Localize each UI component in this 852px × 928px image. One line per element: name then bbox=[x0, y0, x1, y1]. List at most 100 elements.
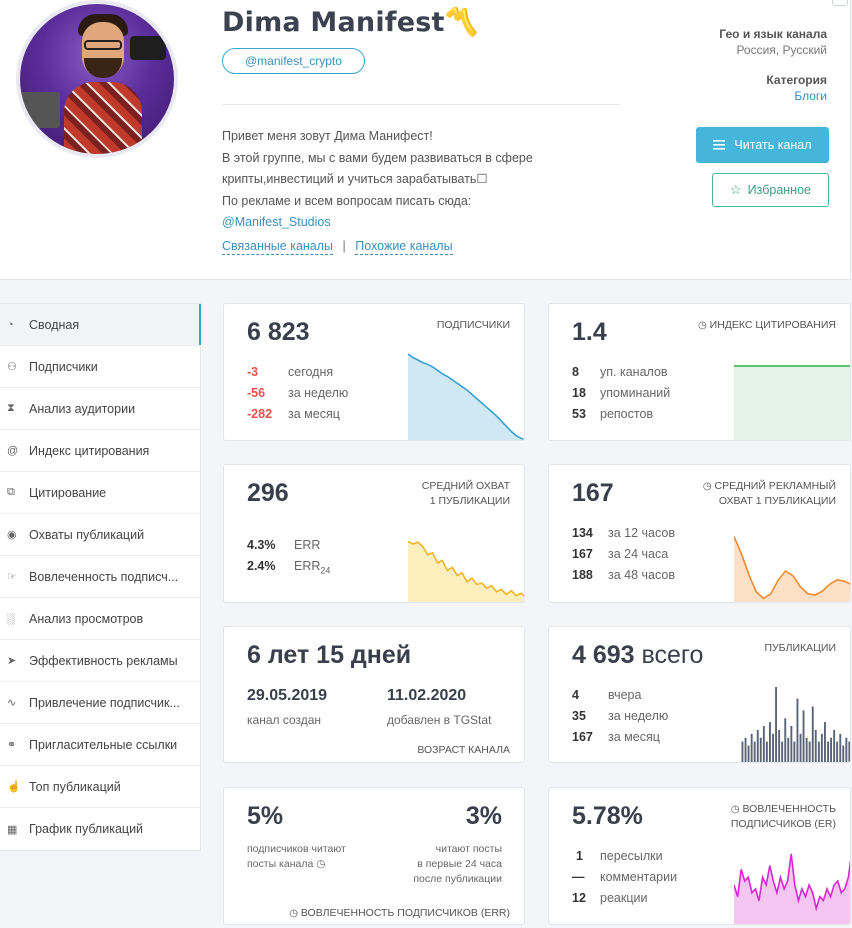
err24-value: 2.4% bbox=[247, 559, 276, 573]
added-date: 11.02.2020 bbox=[387, 687, 467, 704]
sidebar-item[interactable]: @ Индекс цитирования bbox=[0, 430, 200, 472]
stat-label: за месяц bbox=[288, 407, 340, 421]
channel-meta: Гео и язык канала Россия, Русский Катего… bbox=[719, 26, 827, 104]
sidebar-item-label: Привлечение подписчик... bbox=[29, 695, 180, 710]
err-right-label-line: после публикации bbox=[413, 873, 502, 885]
reach-title: СРЕДНИЙ ОХВАТ 1 ПУБЛИКАЦИИ bbox=[422, 479, 510, 509]
trend-icon: ∿ bbox=[7, 697, 17, 709]
posts-bar bbox=[796, 698, 799, 762]
posts-total-suffix: всего bbox=[641, 641, 704, 669]
posts-bar bbox=[747, 745, 750, 762]
sparkline-area bbox=[734, 853, 850, 924]
sidebar-item[interactable]: ☞ Вовлеченность подписч... bbox=[0, 556, 200, 598]
posts-bar bbox=[824, 722, 826, 762]
stat-label: реакции bbox=[600, 891, 648, 905]
description-contact-link[interactable]: @Manifest_Studios bbox=[222, 215, 331, 229]
sidebar-item[interactable]: ▦ График публикаций bbox=[0, 808, 200, 850]
category-value-link[interactable]: Блоги bbox=[794, 89, 827, 103]
err24-row: 2.4% ERR24 bbox=[247, 556, 330, 582]
description-line: По рекламе и всем вопросам писать сюда: bbox=[222, 193, 472, 208]
sidebar-item[interactable]: ⧗ Анализ аудитории bbox=[0, 388, 200, 430]
posts-bar bbox=[802, 710, 805, 762]
engagement-card[interactable]: 5.78% ◷ ВОВЛЕЧЕННОСТЬ ПОДПИСЧИКОВ (ER) 1… bbox=[548, 787, 851, 925]
stat-value: 35 bbox=[572, 709, 586, 723]
stat-value: 4 bbox=[572, 688, 579, 702]
stat-row: 53 репостов bbox=[572, 404, 670, 425]
sidebar-item[interactable]: ∿ Привлечение подписчик... bbox=[0, 682, 200, 724]
stat-label: за 24 часа bbox=[608, 547, 669, 561]
favorite-button[interactable]: ☆ Избранное bbox=[712, 173, 829, 207]
star-icon: ☆ bbox=[729, 182, 742, 197]
sidebar-item[interactable]: ⧉ Цитирование bbox=[0, 472, 200, 514]
sidebar-item[interactable]: ◉ Охваты публикаций bbox=[0, 514, 200, 556]
sidebar-item[interactable]: ░ Анализ просмотров bbox=[0, 598, 200, 640]
stat-row: 167 за месяц bbox=[572, 727, 668, 748]
sidebar-item[interactable]: ➤ Эффективность рекламы bbox=[0, 640, 200, 682]
info-icon: ◷ bbox=[730, 804, 740, 815]
stat-label: за 12 часов bbox=[608, 526, 675, 540]
info-icon: ◷ bbox=[702, 481, 712, 492]
channel-age-value: 6 лет 15 дней bbox=[247, 641, 412, 669]
engagement-title-text: ВОВЛЕЧЕННОСТЬ bbox=[742, 803, 836, 815]
stat-value: 1 bbox=[576, 849, 583, 863]
stat-row: 188 за 48 часов bbox=[572, 565, 675, 586]
copy-icon: ⧉ bbox=[7, 486, 15, 498]
ad-reach-title-text: СРЕДНИЙ РЕКЛАМНЫЙ bbox=[714, 480, 836, 492]
ad-reach-sparkline bbox=[734, 536, 850, 602]
posts-bar bbox=[781, 741, 784, 762]
stat-row: -282 за месяц bbox=[247, 404, 348, 425]
posts-bar bbox=[799, 733, 802, 762]
posts-bar bbox=[830, 737, 832, 762]
engagement-title-line: ◷ ВОВЛЕЧЕННОСТЬ bbox=[731, 802, 836, 817]
read-channel-button[interactable]: Читать канал bbox=[696, 127, 829, 163]
sidebar-item-label: Топ публикаций bbox=[29, 779, 121, 794]
stat-value: 12 bbox=[572, 891, 586, 905]
citation-index-card[interactable]: 1.4 ◷ ИНДЕКС ЦИТИРОВАНИЯ 8 уп. каналов 18… bbox=[548, 303, 851, 441]
posts-card[interactable]: 4 693 всего ПУБЛИКАЦИИ 4 вчера 35 за недел… bbox=[548, 626, 851, 763]
read-channel-label: Читать канал bbox=[734, 138, 812, 152]
avatar-shirt bbox=[64, 82, 142, 154]
sidebar-item[interactable]: ◔ Сводная bbox=[0, 304, 201, 346]
subscribers-card[interactable]: 6 823 ПОДПИСЧИКИ -3 сегодня -56 за неделю … bbox=[223, 303, 525, 441]
info-icon[interactable]: ◷ bbox=[316, 858, 326, 870]
posts-bar bbox=[769, 722, 771, 762]
stat-label: уп. каналов bbox=[600, 365, 668, 379]
ad-reach-value: 167 bbox=[572, 479, 614, 507]
err-value: 4.3% bbox=[247, 538, 276, 552]
stat-row: — комментарии bbox=[572, 867, 677, 888]
created-label: канал создан bbox=[247, 713, 322, 727]
posts-bar bbox=[775, 687, 777, 762]
channel-avatar bbox=[16, 0, 178, 158]
err24-label: ERR24 bbox=[294, 556, 330, 582]
sidebar-item[interactable]: ⚭ Пригласительные ссылки bbox=[0, 724, 200, 766]
stat-label: упоминаний bbox=[600, 386, 671, 400]
corner-toggle[interactable] bbox=[832, 0, 848, 6]
geo-label: Гео и язык канала bbox=[719, 27, 827, 41]
posts-bar bbox=[784, 718, 787, 762]
stat-row: 8 уп. каналов bbox=[572, 362, 670, 383]
link-icon: ⚭ bbox=[7, 739, 17, 751]
subscribers-sparkline bbox=[408, 353, 524, 440]
sidebar-item-label: Индекс цитирования bbox=[29, 443, 150, 458]
similar-channels-link[interactable]: Похожие каналы bbox=[355, 239, 453, 255]
channel-handle-link[interactable]: @manifest_crypto bbox=[222, 48, 365, 74]
thumbs-up-icon: ☝ bbox=[7, 781, 21, 793]
stat-value: -282 bbox=[247, 407, 273, 421]
ad-reach-title-line: ◷ СРЕДНИЙ РЕКЛАМНЫЙ bbox=[703, 479, 836, 494]
avatar-beard bbox=[84, 58, 122, 78]
sidebar-item-label: Анализ аудитории bbox=[29, 401, 136, 416]
sidebar-item[interactable]: ☝ Топ публикаций bbox=[0, 766, 200, 808]
description-line: В этой группе, мы с вами будем развивать… bbox=[222, 150, 533, 165]
sidebar-item[interactable]: ⚇ Подписчики bbox=[0, 346, 200, 388]
related-channels-link[interactable]: Связанные каналы bbox=[222, 239, 334, 255]
stat-row: 12 реакции bbox=[572, 888, 677, 909]
avatar-glasses bbox=[84, 40, 122, 50]
posts-stats: 4 вчера 35 за неделю 167 за месяц bbox=[572, 685, 668, 748]
citation-area bbox=[734, 366, 850, 440]
stat-label: за месяц bbox=[608, 730, 660, 744]
avatar-camera bbox=[130, 36, 166, 60]
at-icon: @ bbox=[7, 444, 19, 457]
reach-card[interactable]: 296 СРЕДНИЙ ОХВАТ 1 ПУБЛИКАЦИИ 4.3% ERR 2… bbox=[223, 464, 525, 603]
err-left-label-text: посты канала bbox=[247, 858, 314, 870]
ad-reach-card[interactable]: 167 ◷ СРЕДНИЙ РЕКЛАМНЫЙ ОХВАТ 1 ПУБЛИКАЦ… bbox=[548, 464, 851, 603]
